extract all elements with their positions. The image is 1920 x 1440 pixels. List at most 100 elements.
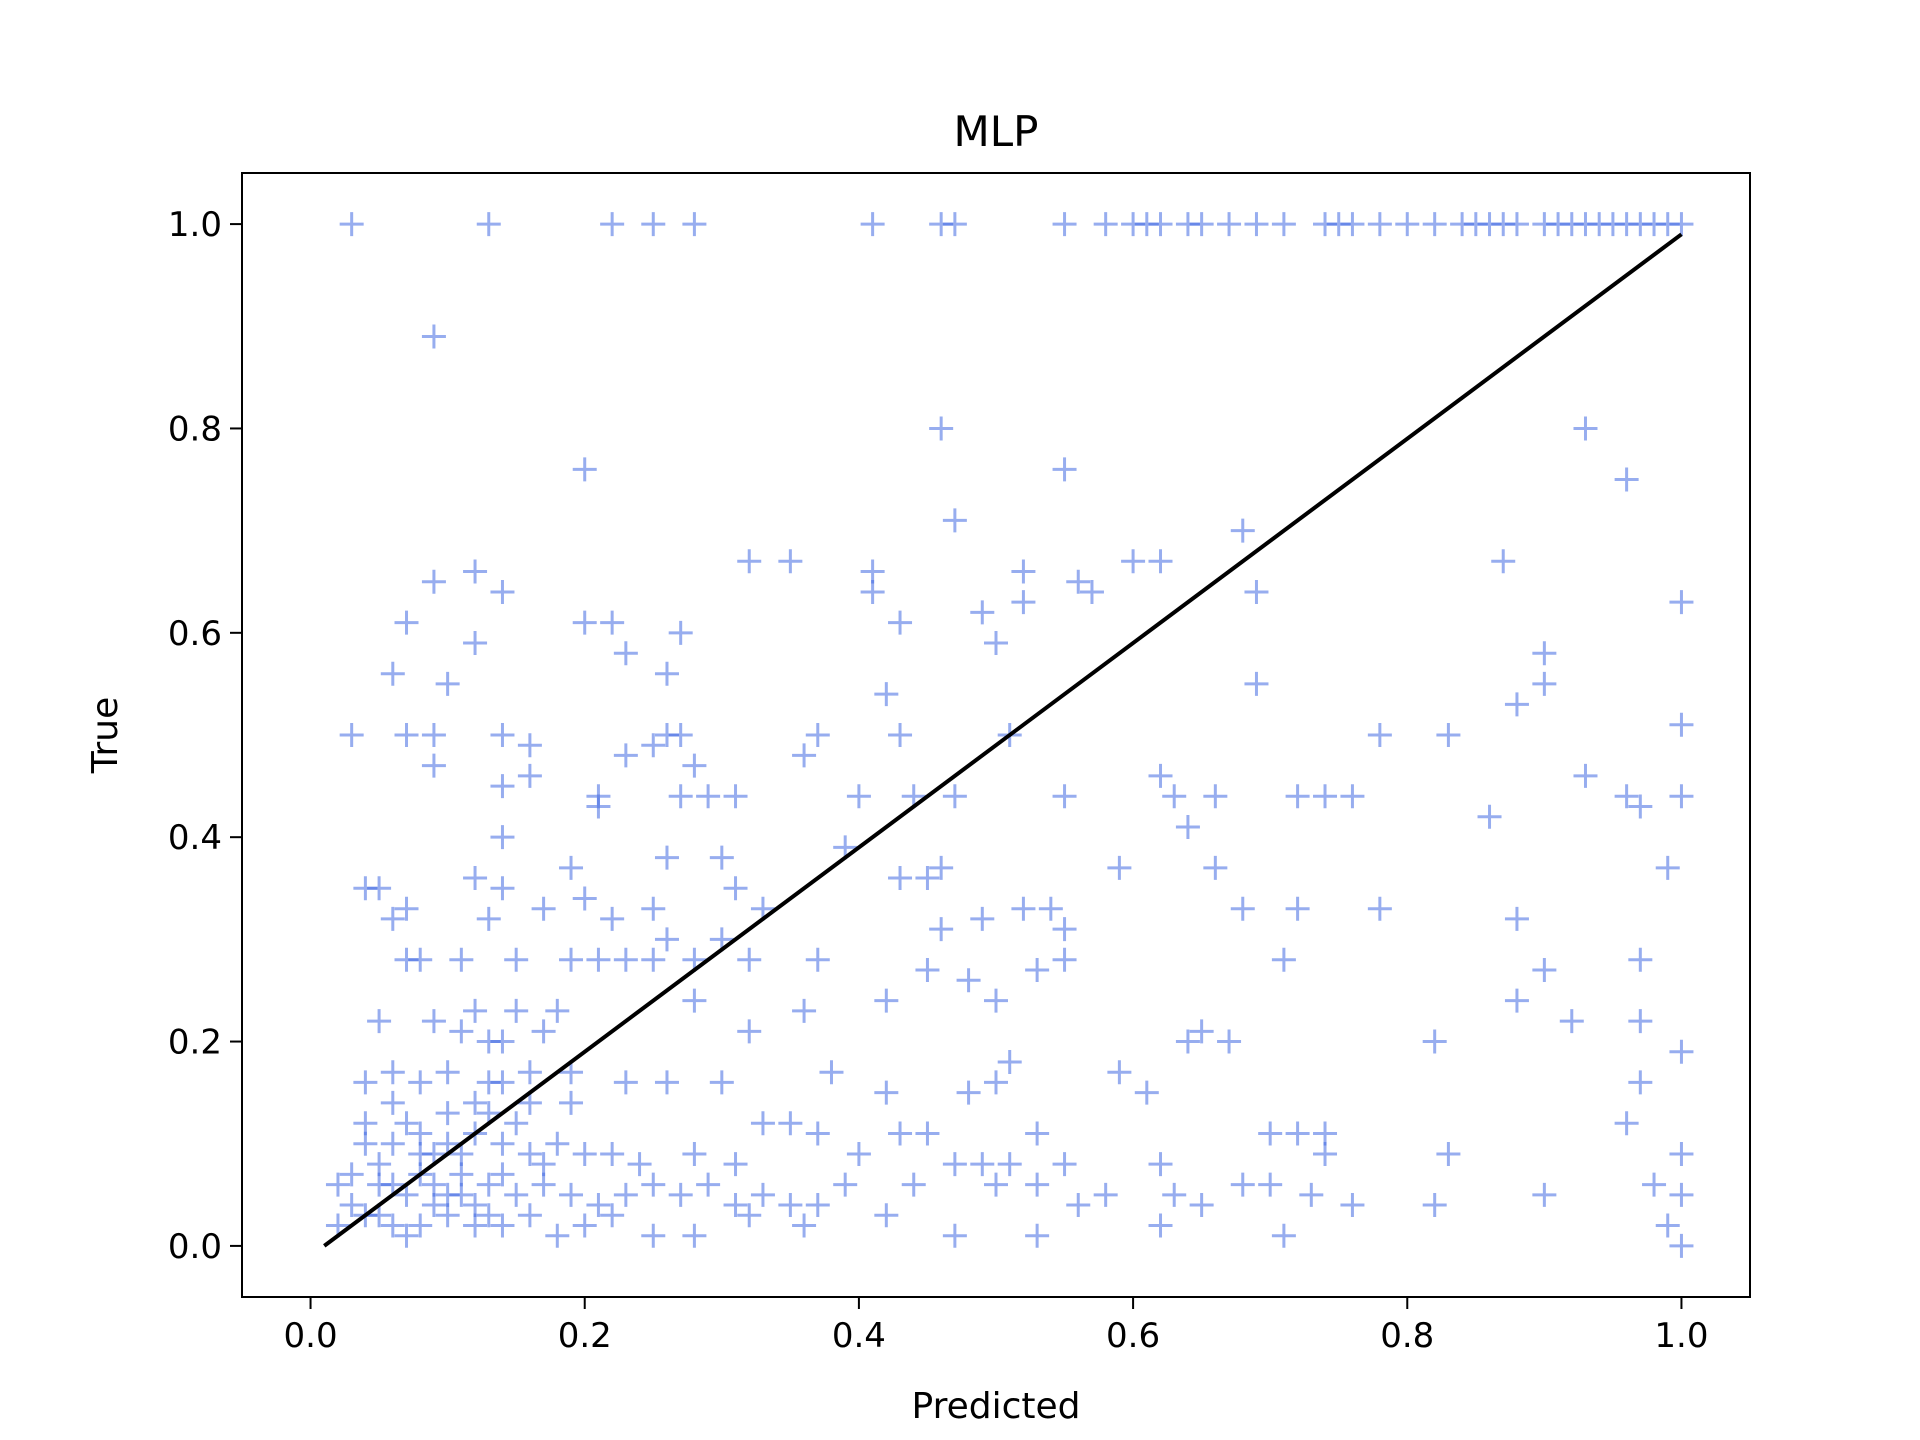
data-point bbox=[380, 1213, 405, 1238]
data-point bbox=[874, 1080, 899, 1105]
data-point bbox=[654, 927, 679, 952]
data-point bbox=[1011, 896, 1036, 921]
data-point bbox=[408, 1141, 433, 1166]
data-point bbox=[600, 610, 625, 635]
y-tick-label: 0.6 bbox=[168, 614, 222, 654]
data-point bbox=[1299, 1182, 1324, 1207]
data-point bbox=[627, 1152, 652, 1177]
data-point bbox=[682, 753, 707, 778]
data-point bbox=[1491, 549, 1516, 574]
data-point bbox=[641, 1172, 666, 1197]
data-point bbox=[463, 998, 488, 1023]
data-point bbox=[380, 661, 405, 686]
data-point bbox=[490, 1029, 515, 1054]
data-point bbox=[1313, 784, 1338, 809]
data-point bbox=[668, 723, 693, 747]
data-point bbox=[1504, 212, 1529, 237]
data-point bbox=[654, 1070, 679, 1095]
data-point bbox=[1025, 958, 1050, 983]
data-point bbox=[600, 1141, 625, 1166]
data-point bbox=[1011, 559, 1036, 584]
data-point bbox=[1025, 1172, 1050, 1197]
data-point bbox=[1422, 212, 1447, 237]
data-point bbox=[682, 988, 707, 1013]
data-point bbox=[1340, 784, 1365, 809]
data-point bbox=[408, 947, 433, 972]
data-point bbox=[1628, 947, 1653, 972]
data-point bbox=[504, 998, 529, 1023]
data-point bbox=[394, 723, 419, 747]
data-point bbox=[463, 631, 488, 656]
data-point bbox=[339, 1162, 364, 1187]
data-point bbox=[517, 1060, 542, 1085]
data-point bbox=[970, 906, 995, 931]
data-point bbox=[353, 1111, 378, 1136]
data-point bbox=[915, 866, 940, 891]
data-point bbox=[367, 1152, 392, 1177]
data-point bbox=[613, 947, 638, 972]
data-point bbox=[1052, 947, 1077, 972]
data-point bbox=[1573, 416, 1598, 441]
data-point bbox=[435, 671, 460, 696]
data-point bbox=[559, 947, 584, 972]
data-point bbox=[668, 620, 693, 645]
data-point bbox=[709, 845, 734, 870]
data-point bbox=[1217, 1029, 1242, 1054]
data-point bbox=[435, 1182, 460, 1207]
data-point bbox=[888, 723, 913, 747]
data-point bbox=[435, 1101, 460, 1126]
data-point bbox=[737, 1203, 762, 1228]
data-point bbox=[586, 1193, 611, 1218]
data-point bbox=[421, 723, 446, 747]
data-point bbox=[1669, 1039, 1694, 1064]
data-point bbox=[476, 1172, 501, 1197]
data-point bbox=[1217, 212, 1242, 237]
data-point bbox=[1066, 1193, 1091, 1218]
data-point bbox=[1230, 1172, 1255, 1197]
data-point bbox=[1504, 906, 1529, 931]
data-point bbox=[682, 1223, 707, 1248]
data-point bbox=[1655, 1213, 1680, 1238]
data-point bbox=[860, 559, 885, 584]
data-point bbox=[421, 569, 446, 594]
data-point bbox=[1230, 896, 1255, 921]
data-point bbox=[476, 212, 501, 237]
data-point bbox=[1148, 549, 1173, 574]
data-point bbox=[654, 661, 679, 686]
data-point bbox=[641, 947, 666, 972]
data-point bbox=[682, 212, 707, 237]
data-point bbox=[1093, 1182, 1118, 1207]
data-point bbox=[531, 1019, 556, 1044]
data-point bbox=[1367, 723, 1392, 747]
data-point bbox=[1189, 1193, 1214, 1218]
data-point bbox=[956, 1080, 981, 1105]
data-point bbox=[792, 1213, 817, 1238]
data-point bbox=[1093, 212, 1118, 237]
x-tick-label: 0.4 bbox=[832, 1316, 886, 1356]
data-point bbox=[723, 1152, 748, 1177]
data-point bbox=[1628, 1070, 1653, 1095]
data-point bbox=[1203, 855, 1228, 880]
data-point bbox=[1162, 784, 1187, 809]
data-point bbox=[901, 1172, 926, 1197]
data-point bbox=[559, 1182, 584, 1207]
data-point bbox=[942, 212, 967, 237]
data-point bbox=[1642, 1172, 1667, 1197]
data-point bbox=[380, 1060, 405, 1085]
data-point bbox=[874, 1203, 899, 1228]
data-point bbox=[1573, 763, 1598, 788]
data-point bbox=[353, 1070, 378, 1095]
data-point bbox=[421, 753, 446, 778]
data-point bbox=[984, 1172, 1008, 1197]
data-point bbox=[380, 906, 405, 931]
data-point bbox=[517, 763, 542, 788]
data-point bbox=[1134, 1080, 1159, 1105]
data-point bbox=[435, 1203, 460, 1228]
x-axis-ticks: 0.0 0.2 0.4 0.6 0.8 1.0 bbox=[284, 1297, 1708, 1356]
data-point bbox=[1052, 917, 1077, 942]
data-point bbox=[490, 723, 515, 747]
x-tick-label: 0.8 bbox=[1380, 1316, 1434, 1356]
data-point bbox=[1189, 1019, 1214, 1044]
